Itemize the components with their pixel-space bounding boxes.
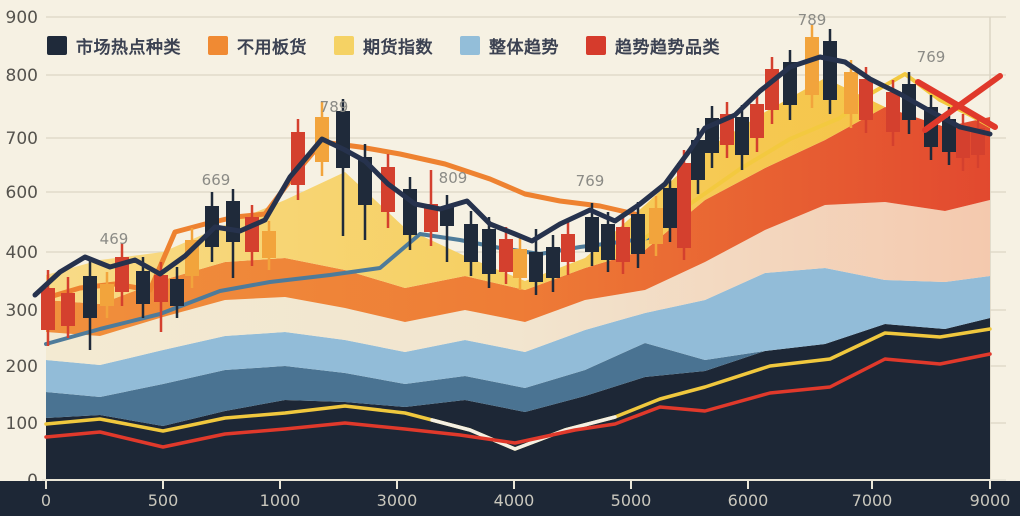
bottom-strip bbox=[0, 481, 1020, 516]
annotation-label: 789 bbox=[320, 98, 349, 116]
candlestick-body bbox=[859, 79, 873, 120]
x-axis-label: 5000 bbox=[611, 491, 652, 510]
candlestick-body bbox=[823, 41, 837, 100]
legend-item-label: 趋势趋势品类 bbox=[615, 38, 720, 58]
y-axis-label: 800 bbox=[6, 66, 38, 86]
candlestick-body bbox=[601, 224, 615, 260]
candlestick-body bbox=[886, 92, 900, 132]
legend-item-0[interactable]: 市场热点种类 bbox=[47, 33, 181, 58]
area-band-lightblue-band bbox=[46, 268, 990, 397]
x-axis-label: 4000 bbox=[494, 491, 535, 510]
legend-item-2[interactable]: 期货指数 bbox=[334, 33, 433, 58]
y-axis-label: 400 bbox=[6, 243, 38, 263]
candlestick-body bbox=[100, 284, 114, 306]
legend-item-label: 不用板货 bbox=[237, 38, 307, 58]
candlestick-body bbox=[513, 249, 527, 278]
bottom-red-line bbox=[44, 352, 992, 449]
candlestick-body bbox=[971, 128, 985, 155]
x-axis-label: 9000 bbox=[970, 491, 1011, 510]
x-axis-label: 1000 bbox=[260, 491, 301, 510]
candlestick-body bbox=[61, 293, 75, 326]
y-axis-label: 600 bbox=[6, 183, 38, 203]
area-band-cream-salmon-band bbox=[46, 200, 990, 365]
candlestick-body bbox=[956, 126, 970, 158]
x-axis-label: 500 bbox=[148, 491, 179, 510]
candlestick-body bbox=[616, 227, 630, 262]
candlestick-body bbox=[154, 275, 168, 302]
x-axis-label: 7000 bbox=[852, 491, 893, 510]
x-axis-label: 6000 bbox=[728, 491, 769, 510]
legend-item-3[interactable]: 整体趋势 bbox=[460, 33, 559, 58]
y-axis-label: 100 bbox=[6, 414, 38, 434]
candlestick-body bbox=[358, 157, 372, 205]
legend: 市场热点种类 不用板货 期货指数 整体趋势 趋势趋势品类 bbox=[47, 33, 720, 58]
candlestick-body bbox=[677, 163, 691, 248]
candlestick-body bbox=[336, 111, 350, 168]
candlestick-body bbox=[805, 37, 819, 95]
legend-item-4[interactable]: 趋势趋势品类 bbox=[586, 33, 720, 58]
candlestick-body bbox=[631, 214, 645, 254]
legend-item-1[interactable]: 不用板货 bbox=[208, 33, 307, 58]
candlestick-body bbox=[585, 217, 599, 252]
candlestick-body bbox=[529, 252, 543, 282]
annotation-label: 769 bbox=[917, 48, 946, 66]
area-band-steel-band bbox=[46, 318, 990, 426]
legend-item-label: 市场热点种类 bbox=[76, 38, 181, 58]
candlestick-body bbox=[561, 234, 575, 262]
annotation-label: 769 bbox=[576, 172, 605, 190]
legend-swatch bbox=[208, 36, 228, 55]
candlestick-body bbox=[424, 204, 438, 232]
candlestick-body bbox=[499, 239, 513, 272]
candlestick-body bbox=[663, 188, 677, 228]
area-band-navy-base bbox=[46, 318, 990, 516]
candlestick-body bbox=[464, 224, 478, 262]
candlestick-body bbox=[546, 247, 560, 278]
candlestick-body bbox=[942, 119, 956, 152]
candlestick-body bbox=[482, 229, 496, 274]
candlestick-body bbox=[750, 104, 764, 138]
legend-swatch bbox=[586, 36, 606, 55]
candlestick-body bbox=[136, 271, 150, 304]
annotation-label: 789 bbox=[798, 11, 827, 29]
navy-trend-line bbox=[32, 54, 993, 298]
y-axis-label: 700 bbox=[6, 129, 38, 149]
red-cross-line-up bbox=[922, 73, 1003, 133]
candlestick-body bbox=[262, 231, 276, 258]
candlestick-body bbox=[41, 288, 55, 330]
candlestick-body bbox=[83, 276, 97, 318]
candlestick-body bbox=[649, 208, 663, 244]
legend-item-label: 整体趋势 bbox=[489, 38, 559, 58]
annotation-label: 669 bbox=[202, 171, 231, 189]
x-axis-label: 0 bbox=[41, 491, 51, 510]
candlestick-body bbox=[844, 72, 858, 114]
legend-swatch bbox=[47, 36, 67, 55]
candlestick-body bbox=[691, 140, 705, 180]
y-axis-label: 200 bbox=[6, 357, 38, 377]
candlestick-body bbox=[440, 207, 454, 226]
y-axis-label: 300 bbox=[6, 301, 38, 321]
candlestick-body bbox=[735, 117, 749, 155]
annotation-label: 469 bbox=[100, 230, 129, 248]
legend-swatch bbox=[460, 36, 480, 55]
candlestick-body bbox=[902, 84, 916, 120]
annotation-label: 809 bbox=[439, 169, 468, 187]
bottom-white-line bbox=[430, 415, 617, 451]
legend-item-label: 期货指数 bbox=[363, 38, 433, 58]
legend-swatch bbox=[334, 36, 354, 55]
x-axis-label: 3000 bbox=[377, 491, 418, 510]
y-axis-label: 900 bbox=[6, 8, 38, 28]
candlestick-body bbox=[226, 201, 240, 242]
candlestick-body bbox=[170, 279, 184, 306]
